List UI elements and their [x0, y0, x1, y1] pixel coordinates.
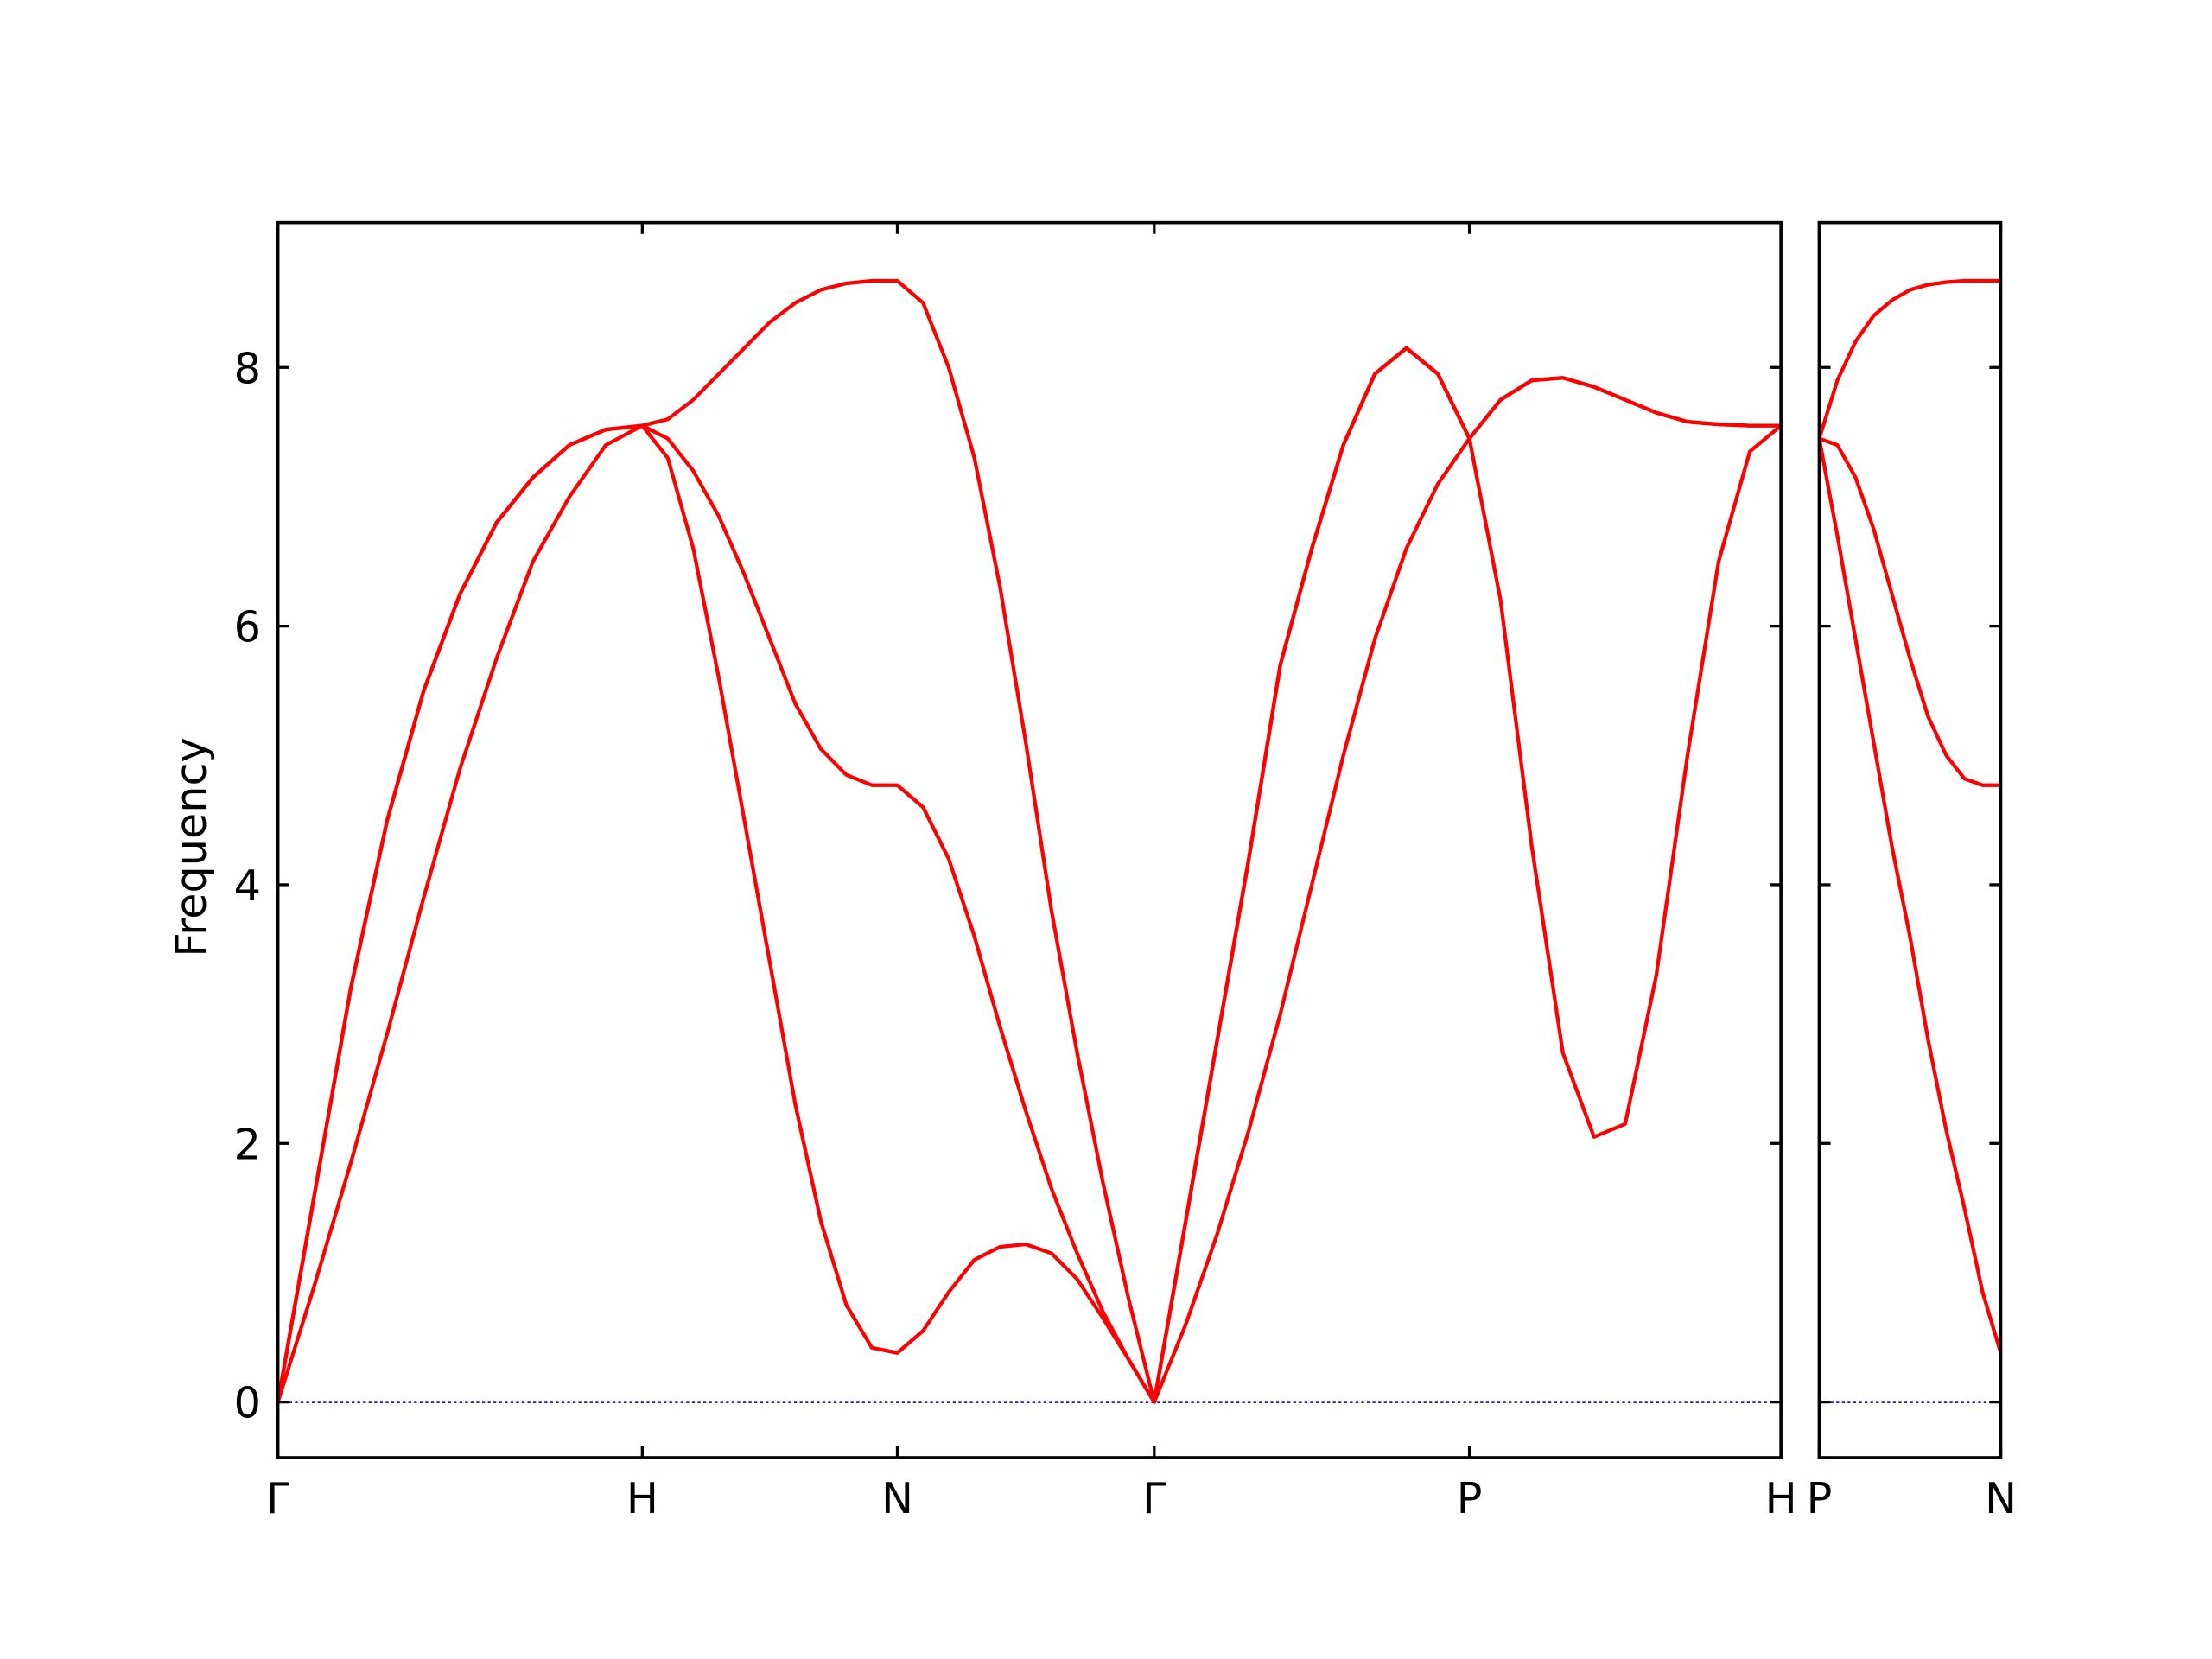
- plot-frame: [276, 220, 1783, 1459]
- y-tick-label: 4: [234, 861, 261, 911]
- y-tick-label: 0: [234, 1378, 261, 1428]
- band-line: [1818, 436, 2001, 787]
- y-axis-label: Frequency: [166, 737, 216, 957]
- x-tick-label: P: [1807, 1473, 1833, 1523]
- y-tick-label: 8: [234, 343, 261, 393]
- band-line: [1817, 438, 2003, 1354]
- band-line: [1817, 278, 2001, 440]
- plot-frame: [1817, 220, 2003, 1459]
- x-tick-label: H: [1765, 1473, 1797, 1523]
- x-tick-label: H: [626, 1473, 658, 1523]
- y-tick-label: 6: [234, 602, 261, 652]
- band-line: [276, 278, 1782, 1404]
- band-line: [276, 423, 1783, 1404]
- x-tick-label: Γ: [266, 1473, 290, 1523]
- x-tick-label: Γ: [1142, 1473, 1166, 1523]
- y-tick-label: 2: [234, 1119, 261, 1169]
- x-tick-label: N: [881, 1473, 913, 1523]
- x-tick-label: N: [1985, 1473, 2017, 1523]
- x-tick-label: P: [1457, 1473, 1483, 1523]
